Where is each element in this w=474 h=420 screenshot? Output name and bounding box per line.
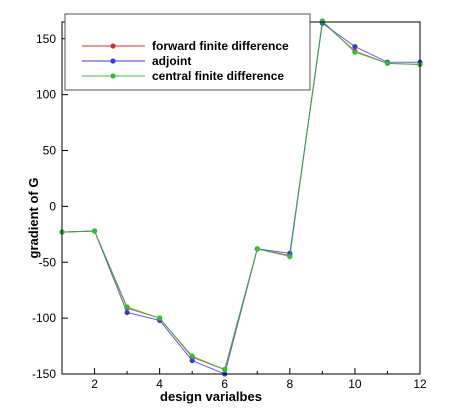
series-line [61, 22, 420, 375]
data-point [384, 60, 391, 66]
x-axis-title: design varialbes [160, 389, 262, 404]
x-tick-label: 10 [348, 377, 362, 391]
x-tick-label: 4 [156, 377, 163, 391]
data-point [157, 315, 163, 321]
legend-label: adjoint [152, 54, 191, 68]
x-tick-label: 8 [286, 377, 293, 391]
y-axis-title: gradient of G [26, 178, 41, 259]
data-point [124, 304, 130, 310]
x-tick-label: 6 [221, 377, 228, 391]
data-point [189, 353, 195, 359]
legend-label: central finite difference [152, 69, 284, 83]
legend-marker [110, 73, 116, 79]
data-point [352, 49, 358, 55]
y-tick-label: 100 [36, 88, 56, 102]
y-tick-label: 0 [49, 199, 56, 213]
data-point [287, 254, 293, 260]
data-point [124, 309, 130, 316]
data-point [319, 18, 325, 24]
data-point [91, 228, 98, 234]
series-line [61, 19, 421, 371]
tick-group: -150 -100 -50 0 50 100 150 2 4 6 8 10 12 [32, 32, 427, 391]
data-point [352, 43, 358, 50]
y-tick-label: 50 [43, 144, 57, 158]
y-tick-label: 150 [36, 32, 56, 46]
y-tick-label: -150 [32, 367, 56, 381]
legend: forward finite differenceadjointcentral … [64, 13, 311, 91]
legend-label: forward finite difference [152, 39, 289, 53]
data-point [189, 357, 195, 364]
legend-box [64, 13, 311, 91]
y-tick-label: -100 [32, 311, 56, 325]
y-tick-label: -50 [39, 255, 57, 269]
legend-marker [110, 43, 116, 49]
legend-marker [110, 58, 116, 64]
data-point [222, 366, 228, 373]
x-tick-label: 12 [413, 377, 427, 391]
data-point [254, 246, 260, 252]
x-tick-label: 2 [91, 377, 98, 391]
